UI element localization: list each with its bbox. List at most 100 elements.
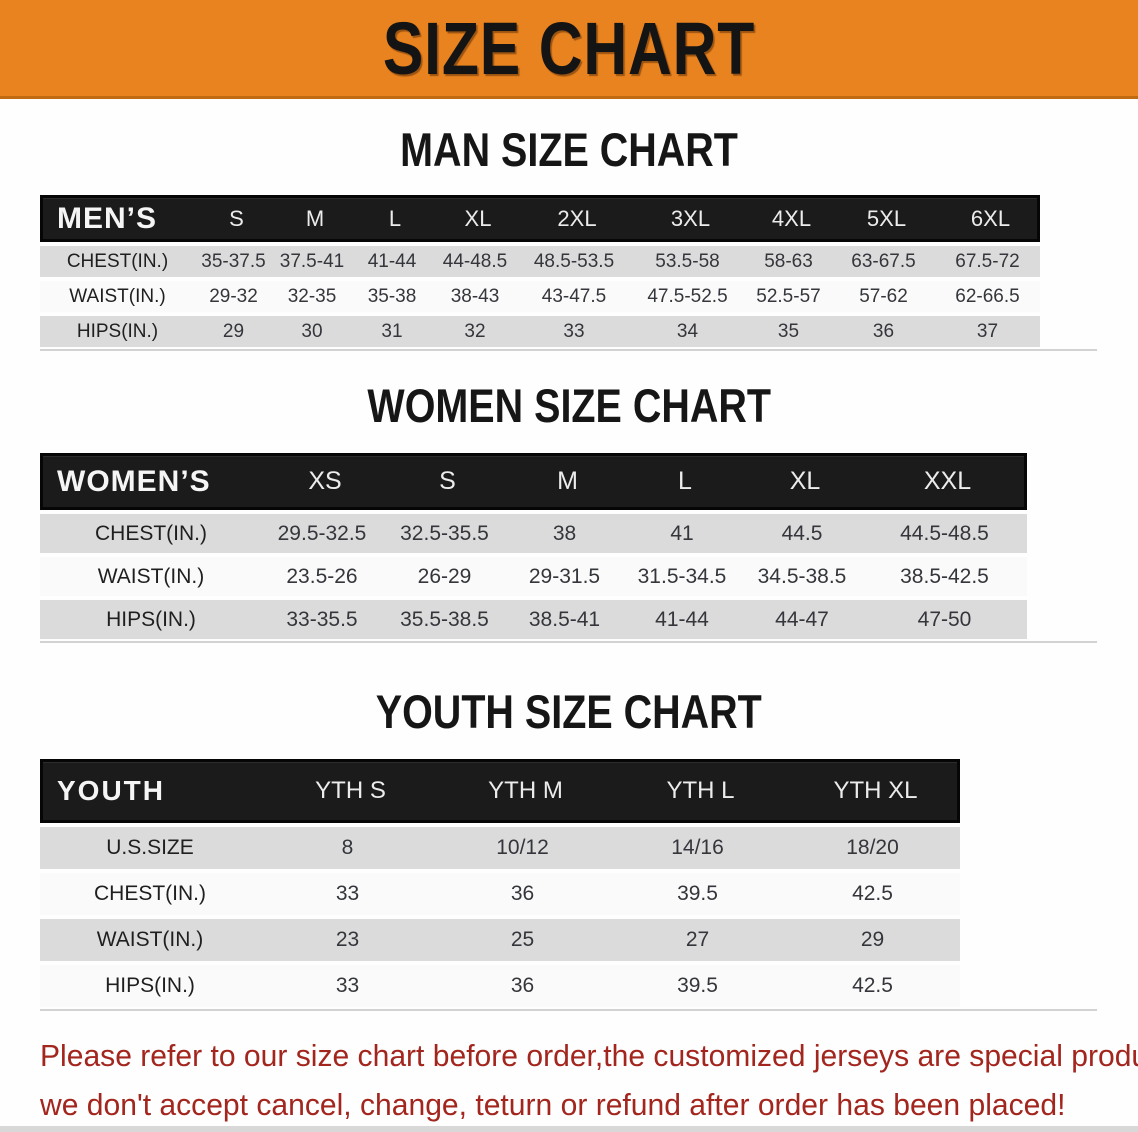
cell-value: 58-63 xyxy=(764,250,813,272)
cell-value: 31.5-34.5 xyxy=(637,564,727,588)
cell-value: 47.5-52.5 xyxy=(647,285,728,307)
row-label: HIPS(IN.) xyxy=(76,320,159,342)
women-section-heading-text: WOMEN SIZE CHART xyxy=(367,379,771,432)
bottom-divider xyxy=(0,1126,1138,1132)
cell-value: 35.5-38.5 xyxy=(400,607,489,631)
column-header: YTH S xyxy=(315,777,386,804)
cell-value: 63-67.5 xyxy=(851,250,916,272)
column-header: YTH M xyxy=(488,777,563,804)
cell-value: 37.5-41 xyxy=(279,250,345,272)
row-label: U.S.SIZE xyxy=(106,836,194,859)
column-header: S xyxy=(439,467,456,495)
cell-value: 10/12 xyxy=(496,836,549,859)
cell-value: 33 xyxy=(335,974,360,997)
cell-value: 25 xyxy=(510,928,535,951)
banner-title: SIZE CHART xyxy=(382,6,756,90)
cell-value: 67.5-72 xyxy=(955,250,1020,272)
cell-value: 44-48.5 xyxy=(442,250,508,272)
column-header: L xyxy=(388,205,402,231)
column-header: M xyxy=(557,467,578,495)
column-header: L xyxy=(678,467,692,495)
table-corner-label: YOUTH xyxy=(57,775,165,806)
men-size-table: MEN’S S M L XL 2XL 3XL 4XL 5XL 6XL CHEST(IN.) 35-3… xyxy=(40,195,1097,351)
table-row: WAIST(IN.) 29-32 32-35 35-38 38-43 43-47.5 47.… xyxy=(40,281,1040,312)
cell-value: 52.5-57 xyxy=(756,285,821,307)
column-header: M xyxy=(305,205,325,231)
table-row: U.S.SIZE 8 10/12 14/16 18/20 xyxy=(40,827,960,869)
table-row: WAIST(IN.) 23 25 27 29 xyxy=(40,919,960,961)
cell-value: 44-47 xyxy=(775,607,829,631)
row-label: HIPS(IN.) xyxy=(105,974,195,997)
men-table-header-row: MEN’S S M L XL 2XL 3XL 4XL 5XL 6XL xyxy=(40,195,1040,242)
cell-value: 31 xyxy=(381,320,403,342)
row-label: WAIST(IN.) xyxy=(97,564,205,588)
column-header: XXL xyxy=(923,467,972,495)
cell-value: 41-44 xyxy=(655,607,709,631)
order-policy-note: Please refer to our size chart before or… xyxy=(40,1031,1138,1129)
women-section-heading: WOMEN SIZE CHART xyxy=(0,381,1138,431)
column-header: XL xyxy=(789,467,821,495)
youth-table-header-row: YOUTH YTH S YTH M YTH L YTH XL xyxy=(40,759,960,823)
cell-value: 38 xyxy=(552,521,577,545)
cell-value: 39.5 xyxy=(677,974,718,997)
column-header: YTH L xyxy=(666,777,735,804)
table-corner-label: WOMEN’S xyxy=(57,464,211,498)
cell-value: 29-32 xyxy=(209,285,258,307)
table-row: CHEST(IN.) 35-37.5 37.5-41 41-44 44-48.5 48.5… xyxy=(40,246,1040,277)
cell-value: 29 xyxy=(860,928,885,951)
table-corner-label: MEN’S xyxy=(57,201,158,235)
women-size-table: WOMEN’S XS S M L XL XXL CHEST(IN.) 29.5-32.5 32.… xyxy=(40,453,1097,643)
column-header: YTH XL xyxy=(833,777,918,804)
cell-value: 47-50 xyxy=(917,607,972,631)
cell-value: 39.5 xyxy=(677,882,718,905)
column-header: 6XL xyxy=(970,205,1011,231)
cell-value: 38.5-41 xyxy=(528,607,601,631)
cell-value: 32 xyxy=(464,320,486,342)
cell-value: 43-47.5 xyxy=(541,285,607,307)
column-header: 5XL xyxy=(866,205,907,231)
cell-value: 33 xyxy=(335,882,360,905)
column-header: 3XL xyxy=(670,205,711,231)
row-label: CHEST(IN.) xyxy=(95,521,207,545)
cell-value: 32-35 xyxy=(287,285,337,307)
cell-value: 42.5 xyxy=(852,882,893,905)
youth-size-table: YOUTH YTH S YTH M YTH L YTH XL U.S.SIZE 8 10/1… xyxy=(40,759,1097,1011)
cell-value: 8 xyxy=(341,836,354,859)
cell-value: 29 xyxy=(222,320,245,342)
cell-value: 36 xyxy=(872,320,895,342)
table-row: HIPS(IN.) 33 36 39.5 42.5 xyxy=(40,965,960,1007)
column-header: S xyxy=(229,205,244,231)
cell-value: 41 xyxy=(670,521,694,545)
men-section-heading: MAN SIZE CHART xyxy=(0,125,1138,175)
banner: SIZE CHART xyxy=(0,0,1138,99)
cell-value: 48.5-53.5 xyxy=(533,250,615,272)
order-policy-line-1: Please refer to our size chart before or… xyxy=(40,1038,1138,1073)
column-header: 4XL xyxy=(771,205,812,231)
column-header: XS xyxy=(308,467,342,495)
cell-value: 38-43 xyxy=(450,285,500,307)
row-label: WAIST(IN.) xyxy=(69,285,166,307)
cell-value: 33 xyxy=(563,320,585,342)
men-section-heading-text: MAN SIZE CHART xyxy=(400,123,738,176)
cell-value: 32.5-35.5 xyxy=(400,521,489,545)
cell-value: 42.5 xyxy=(852,974,893,997)
cell-value: 53.5-58 xyxy=(655,250,720,272)
cell-value: 26-29 xyxy=(417,564,472,588)
order-policy-line-2: we don't accept cancel, change, teturn o… xyxy=(40,1087,1066,1122)
column-header: 2XL xyxy=(557,205,597,231)
table-row: WAIST(IN.) 23.5-26 26-29 29-31.5 31.5-34.5 34… xyxy=(40,557,1027,596)
row-label: HIPS(IN.) xyxy=(106,607,196,631)
cell-value: 35-38 xyxy=(367,285,417,307)
cell-value: 41-44 xyxy=(367,250,417,272)
table-row: HIPS(IN.) 29 30 31 32 33 34 35 36 37 xyxy=(40,316,1040,347)
cell-value: 62-66.5 xyxy=(955,285,1020,307)
cell-value: 37 xyxy=(976,320,999,342)
cell-value: 29-31.5 xyxy=(528,564,601,588)
cell-value: 35 xyxy=(777,320,800,342)
cell-value: 36 xyxy=(510,882,535,905)
cell-value: 35-37.5 xyxy=(201,250,266,272)
cell-value: 23 xyxy=(335,928,360,951)
row-label: CHEST(IN.) xyxy=(66,250,169,272)
cell-value: 44.5-48.5 xyxy=(900,521,989,545)
